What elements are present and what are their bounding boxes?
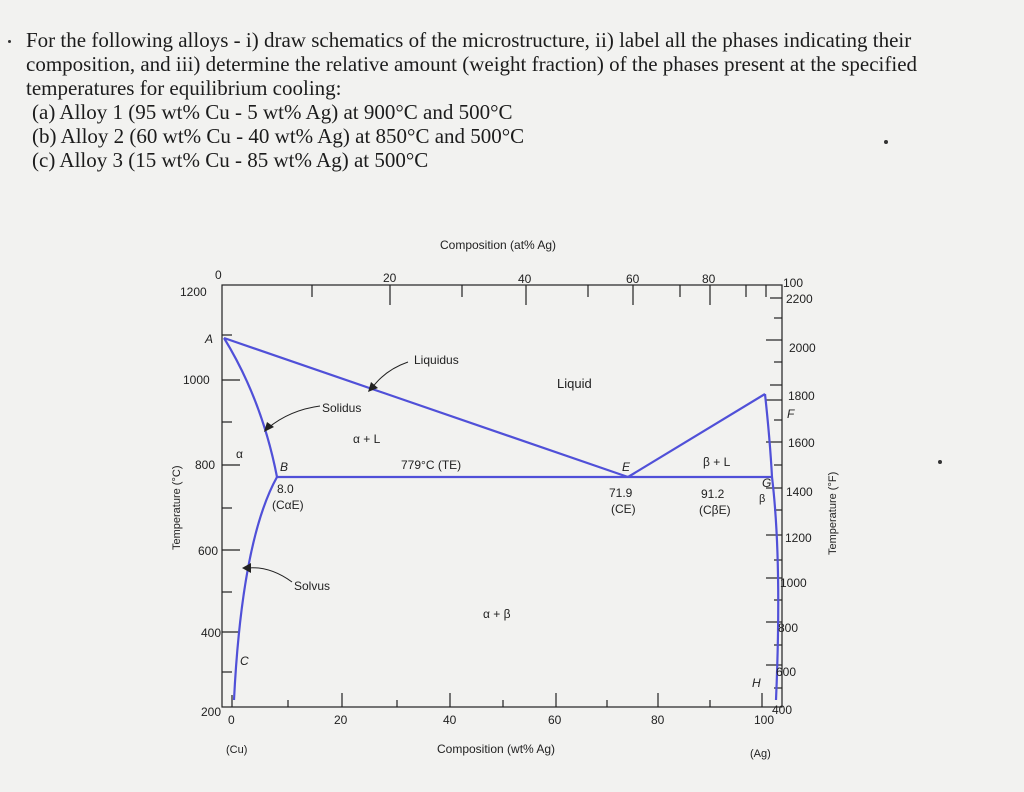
left-ticks	[222, 334, 240, 673]
wt-tick-label: 100	[754, 713, 774, 727]
c-e-value: 71.9	[609, 486, 633, 500]
wt-tick-label: 80	[651, 713, 665, 727]
celsius-tick-label: 800	[195, 458, 215, 472]
plot-frame	[221, 284, 783, 708]
celsius-tick-label: 1000	[183, 373, 210, 387]
solvus-pointer	[247, 567, 293, 583]
top-ticks	[311, 285, 767, 305]
list-bullet	[8, 40, 11, 43]
point-c-label: C	[240, 654, 249, 668]
wt-tick-label: 0	[228, 713, 235, 727]
liquidus-pointer	[371, 361, 409, 389]
at-tick-label: 40	[518, 272, 532, 286]
line-labels: Liquidus Solidus Solvus	[294, 353, 459, 593]
celsius-tick-label: 200	[201, 705, 221, 719]
cu-end-label: (Cu)	[226, 744, 247, 756]
eutectic-temp-label: 779°C (TE)	[401, 458, 461, 472]
liquidus-left-line	[223, 336, 629, 479]
beta-liquid-region-label: β + L	[703, 455, 731, 469]
ag-end-label: (Ag)	[750, 748, 771, 760]
phase-boundaries	[223, 336, 780, 701]
point-b-label: B	[280, 460, 288, 474]
solvus-label: Solvus	[294, 579, 330, 593]
fahrenheit-tick-label: 800	[778, 621, 798, 635]
point-h-label: H	[752, 676, 761, 690]
eutectic-labels: 779°C (TE) 8.0 (CαE) 71.9 (CE) 91.2 (CβE…	[272, 458, 731, 517]
problem-intro: For the following alloys - i) draw schem…	[26, 28, 918, 100]
celsius-tick-labels: 1200 1000 800 600 400 200	[180, 285, 221, 719]
top-axis-title: Composition (at% Ag)	[440, 238, 556, 252]
alpha-beta-region-label: α + β	[483, 607, 511, 621]
fahrenheit-tick-label: 600	[776, 665, 796, 679]
fahrenheit-tick-label: 1400	[786, 485, 813, 499]
part-a: (a) Alloy 1 (95 wt% Cu - 5 wt% Ag) at 90…	[32, 100, 513, 124]
fahrenheit-tick-label: 2200	[786, 292, 813, 306]
liquid-region-label: Liquid	[557, 376, 592, 391]
bottom-ticks	[231, 693, 763, 707]
celsius-tick-label: 600	[198, 544, 218, 558]
fahrenheit-tick-labels: 2200 2000 1800 1600 1400 1200 1000 800 6…	[772, 292, 816, 717]
region-labels: Liquid α β α + L β + L α + β	[236, 376, 765, 621]
c-alpha-e-label: (CαE)	[272, 498, 304, 512]
problem-statement: For the following alloys - i) draw schem…	[26, 28, 1016, 172]
at-tick-label: 80	[702, 272, 716, 286]
c-alpha-e-value: 8.0	[277, 482, 294, 496]
at-tick-label: 60	[626, 272, 640, 286]
c-beta-e-label: (CβE)	[699, 503, 731, 517]
right-axis-title: Temperature (°F)	[827, 472, 839, 555]
at-tick-label: 0	[215, 268, 222, 282]
beta-region-label: β	[759, 493, 765, 505]
wt-tick-label: 20	[334, 713, 348, 727]
pointers	[242, 361, 409, 583]
fahrenheit-tick-label: 1600	[788, 436, 815, 450]
fahrenheit-tick-label: 2000	[789, 341, 816, 355]
point-g-label: G	[762, 476, 771, 490]
at-tick-label: 20	[383, 271, 397, 285]
bottom-tick-labels: 0 20 40 60 80 100	[228, 713, 774, 727]
wt-tick-label: 60	[548, 713, 562, 727]
right-ticks	[766, 297, 782, 689]
c-beta-e-value: 91.2	[701, 487, 725, 501]
fahrenheit-tick-label: 400	[772, 703, 792, 717]
solidus-left-curve	[223, 337, 279, 478]
liquidus-label: Liquidus	[414, 353, 459, 367]
stray-mark	[884, 140, 888, 144]
part-b: (b) Alloy 2 (60 wt% Cu - 40 wt% Ag) at 8…	[32, 124, 525, 148]
left-axis-title: Temperature (°C)	[171, 466, 183, 550]
solidus-pointer	[267, 405, 321, 429]
fahrenheit-tick-label: 1800	[788, 389, 815, 403]
alpha-liquid-region-label: α + L	[353, 432, 381, 446]
bottom-axis-title: Composition (wt% Ag)	[437, 742, 555, 756]
solidus-right-curve	[763, 393, 774, 478]
at-tick-label: 100	[783, 276, 803, 290]
point-f-label: F	[787, 407, 795, 421]
fahrenheit-tick-label: 1200	[785, 531, 812, 545]
celsius-tick-label: 400	[201, 626, 221, 640]
solvus-right-curve	[770, 476, 780, 701]
part-c: (c) Alloy 3 (15 wt% Cu - 85 wt% Ag) at 5…	[32, 148, 429, 172]
celsius-tick-label: 1200	[180, 285, 207, 299]
c-e-label: (CE)	[611, 502, 636, 516]
top-tick-labels: 0 20 40 60 80 100	[215, 268, 803, 290]
fahrenheit-tick-label: 1000	[780, 576, 807, 590]
point-labels: A B C E F G H	[204, 332, 795, 690]
stray-mark	[938, 460, 942, 464]
wt-tick-label: 40	[443, 713, 457, 727]
liquidus-right-line	[627, 393, 766, 478]
point-e-label: E	[622, 460, 631, 474]
solidus-label: Solidus	[322, 401, 361, 415]
alpha-region-label: α	[236, 447, 243, 461]
point-a-label: A	[204, 332, 213, 346]
